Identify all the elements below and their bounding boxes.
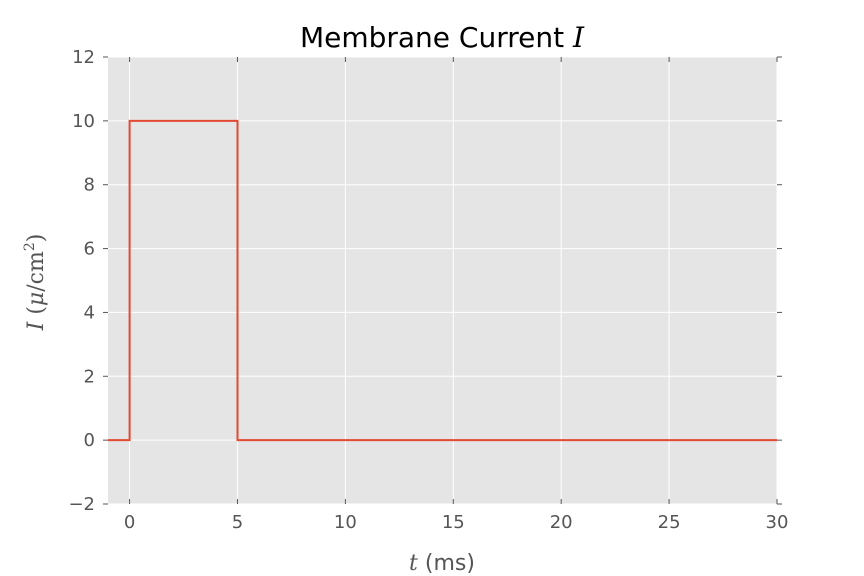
x-tick-label: 0 [124,512,135,533]
x-tick-label: 10 [334,512,357,533]
x-tick-label: 25 [658,512,681,533]
y-tick-label: −2 [68,494,95,515]
y-tick-label: 0 [84,430,95,451]
grid-lines [108,56,778,505]
tick-labels: 0 5 10 15 20 25 30 −2 0 2 4 6 8 10 12 [68,47,788,533]
y-tick-label: 8 [84,175,95,196]
chart-title: Membrane Current I [300,21,585,54]
plot-area [108,57,777,504]
y-tick-label: 4 [84,302,95,323]
y-tick-label: 2 [84,366,95,387]
y-tick-label: 12 [72,47,95,68]
x-tick-label: 15 [442,512,465,533]
x-tick-label: 5 [232,512,243,533]
current-series-line [108,119,777,442]
y-tick-label: 10 [72,111,95,132]
tick-marks [103,56,782,505]
x-axis-label: t (ms) [409,551,475,576]
y-axis-label: I (μ/cm2) [22,234,49,332]
series-layer [108,119,777,442]
x-tick-label: 30 [766,512,789,533]
y-tick-label: 6 [84,239,95,260]
x-tick-label: 20 [550,512,573,533]
